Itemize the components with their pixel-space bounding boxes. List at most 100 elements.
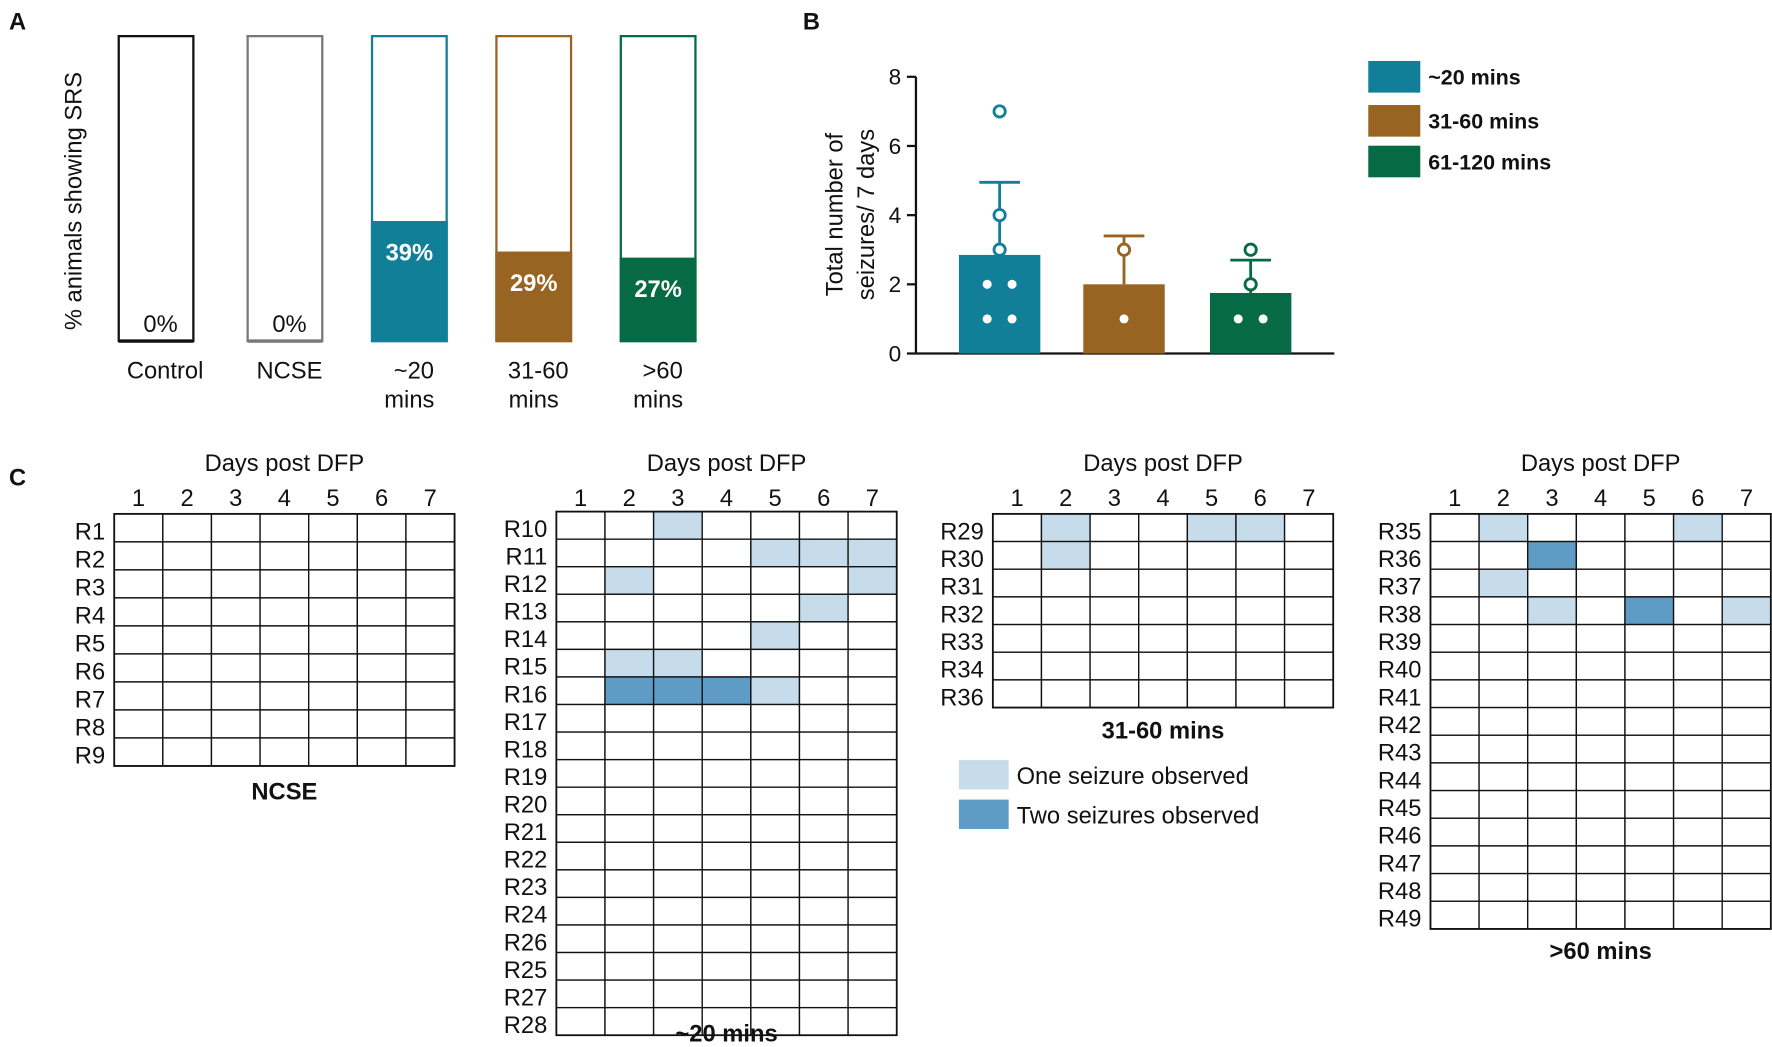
legend-swatch-3: [1368, 145, 1421, 178]
day-label: 1: [574, 486, 587, 512]
heatmap-cell: [798, 814, 849, 843]
heatmap-cell: [1429, 900, 1480, 930]
heatmap-cell: [1624, 623, 1675, 653]
heatmap-cell: [405, 513, 456, 543]
heatmap-cell: [555, 896, 606, 926]
day-label: 7: [1302, 486, 1315, 512]
heatmap-cell: [798, 703, 849, 733]
heatmap-cell: [356, 653, 407, 683]
heatmap-cell: [210, 569, 261, 599]
heatmap-cell: [1089, 679, 1140, 709]
heatmap-cell: [750, 814, 801, 843]
heatmap-cell: [1429, 513, 1480, 543]
row-label: R24: [504, 903, 548, 929]
day-label: 2: [181, 486, 194, 512]
heatmap-cell: [1672, 540, 1723, 570]
heatmap-cell: [162, 709, 213, 739]
heatmap-cell: [555, 951, 606, 981]
heatmap-cell: [1575, 513, 1626, 543]
heatmap-cell: [750, 510, 801, 540]
row-label: R18: [504, 737, 548, 763]
heatmap-cell: [604, 703, 655, 733]
day-label: 4: [720, 486, 733, 512]
heatmap-cell: [1721, 623, 1772, 653]
day-label: 2: [1497, 486, 1510, 512]
heatmap-cell: [992, 568, 1043, 598]
heatmap-cell: [1721, 513, 1772, 543]
row-label: R1: [75, 520, 105, 546]
row-label: R23: [504, 875, 548, 901]
heatmap-cell: [162, 597, 213, 627]
row-label: R37: [1378, 575, 1422, 601]
heatmap-cell: [1040, 596, 1091, 626]
row-label: R31: [940, 575, 984, 601]
heatmap-cell: [798, 758, 849, 788]
heatmap-cell: [1721, 762, 1772, 792]
heatmap-cell: [847, 621, 898, 651]
heatmap-cell: [1040, 540, 1091, 570]
y-tick-label: 8: [889, 65, 902, 90]
heatmap-cell: [1478, 845, 1529, 875]
heatmap-cell: [847, 731, 898, 761]
row-label: R10: [504, 517, 548, 543]
heatmap-cell: [1527, 900, 1578, 930]
heatmap-cell: [1186, 679, 1237, 709]
heatmap-cell: [701, 951, 752, 981]
heatmap-cell: [701, 538, 752, 568]
heatmap-cell: [798, 731, 849, 761]
heatmap-cell: [652, 924, 703, 954]
heatmap-cell: [847, 896, 898, 926]
heatmap-cell: [604, 786, 655, 816]
heatmap-cell: [652, 703, 703, 733]
heatmap-cell: [1624, 679, 1675, 709]
heatmap-cell: [1575, 817, 1626, 847]
heatmap-cell: [356, 681, 407, 711]
heatmap-cell: [750, 621, 801, 651]
heatmap-cell: [1478, 568, 1529, 598]
heatmap-cell: [1672, 845, 1723, 875]
heatmap-cell: [652, 731, 703, 761]
heatmap-cell: [1138, 679, 1189, 709]
category-label-4: 31-60: [508, 358, 569, 384]
row-label: R30: [940, 547, 984, 573]
heatmap-cell: [1429, 734, 1480, 764]
heatmap-cell: [113, 597, 164, 627]
heatmap-cell: [750, 731, 801, 761]
heatmap-cell: [356, 737, 407, 767]
row-label: R4: [75, 604, 105, 630]
data-point-1: [1007, 279, 1017, 289]
heatmap-cell: [1429, 540, 1480, 570]
heatmap-cell: [308, 569, 359, 599]
heatmap-cell: [652, 538, 703, 568]
day-label: 5: [769, 486, 782, 512]
grid-border: [555, 510, 898, 1037]
heatmap-cell: [1527, 568, 1578, 598]
heatmap-cell: [259, 625, 310, 655]
heatmap-cell: [1721, 872, 1772, 902]
heatmap-cell: [210, 653, 261, 683]
heatmap-cell: [750, 924, 801, 954]
heatmap-cell: [1624, 540, 1675, 570]
row-label: R21: [504, 820, 548, 846]
heatmap-cell: [1040, 679, 1091, 709]
data-point-3: [1243, 277, 1258, 292]
heatmap-cell: [1186, 540, 1237, 570]
grid-border: [113, 512, 456, 767]
heatmap-cell: [555, 648, 606, 678]
heatmap-cell: [405, 709, 456, 739]
heatmap-cell: [259, 569, 310, 599]
heatmap-cell: [604, 924, 655, 954]
heatmap-cell: [1283, 568, 1334, 598]
data-point-1: [982, 314, 992, 324]
legend-swatch-2: [958, 799, 1009, 829]
category-label-line2-4: mins: [509, 388, 559, 414]
heatmap-cell: [847, 703, 898, 733]
heatmap-cell: [1721, 734, 1772, 764]
heatmap-cell: [1575, 568, 1626, 598]
heatmap-cell: [1624, 789, 1675, 819]
heatmap-cell: [992, 540, 1043, 570]
row-label: R32: [940, 602, 984, 628]
row-label: R25: [504, 958, 548, 984]
heatmap-cell: [1089, 540, 1140, 570]
heatmap-cell: [701, 896, 752, 926]
